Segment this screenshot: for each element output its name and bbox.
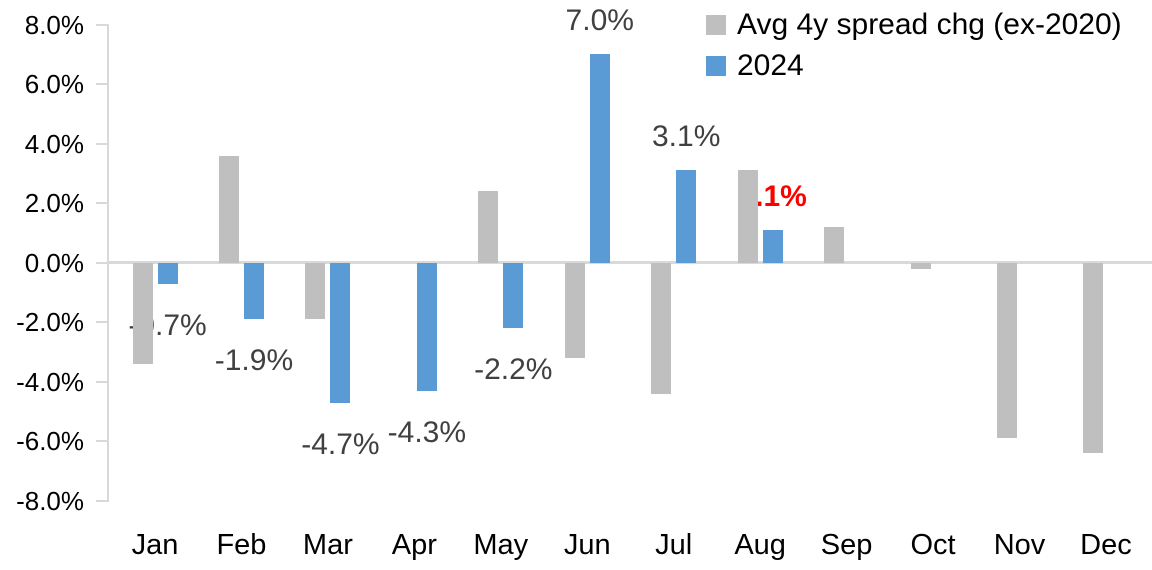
y-tick-label-8.0%: 8.0% [24,9,84,40]
y-tick-mark [96,380,109,383]
x-axis-label-jul: Jul [655,529,693,561]
bar-avg-aug [737,170,758,263]
bar-avg-oct [910,262,931,269]
y-tick-mark [96,83,109,86]
legend-swatch-avg-spread-icon [706,15,726,35]
data-label-jul: 3.1% [651,120,721,154]
y-tick-label-2.0%: 2.0% [24,188,84,219]
bar-avg-may [478,191,499,263]
bar-2024-mar [330,262,351,403]
y-tick-label--8.0%: -8.0% [16,485,84,516]
y-tick-mark [96,499,109,502]
x-axis-label-may: May [473,529,529,561]
legend-swatch-2024-icon [706,56,726,76]
x-axis-label-sep: Sep [820,529,873,561]
y-tick-mark [96,440,109,443]
y-tick-mark [96,261,109,264]
x-axis-label-dec: Dec [1080,529,1132,561]
y-tick-label--6.0%: -6.0% [16,426,84,457]
y-tick-label--4.0%: -4.0% [16,366,84,397]
x-axis-label-feb: Feb [216,529,267,561]
x-axis-label-nov: Nov [993,529,1046,561]
x-axis-label-mar: Mar [302,529,353,561]
y-tick-mark [96,321,109,324]
y-tick-mark [96,142,109,145]
data-label-jan: -0.7% [128,308,207,342]
y-tick-label--2.0%: -2.0% [16,307,84,338]
bar-2024-feb [243,262,264,320]
bar-avg-nov [997,262,1017,439]
chart-legend: Avg 4y spread chg (ex-2020) 2024 [706,9,1122,82]
bar-avg-dec [1083,262,1104,454]
data-label-may: -2.2% [474,353,553,387]
zero-baseline [108,261,1152,265]
legend-label-avg-spread: Avg 4y spread chg (ex-2020) [737,8,1122,41]
legend-label-2024: 2024 [737,49,804,82]
bar-avg-jul [651,262,672,394]
bar-2024-aug [762,229,783,263]
bar-avg-mar [305,262,326,320]
data-label-mar: -4.7% [301,427,380,461]
bar-avg-sep [824,226,845,263]
bar-avg-jan [132,262,153,364]
x-axis-label-jan: Jan [131,529,179,561]
data-label-apr: -4.3% [387,415,467,449]
bar-2024-jun [589,54,610,263]
x-axis-label-apr: Apr [391,529,437,561]
data-label-feb: -1.9% [214,344,294,378]
x-axis-label-aug: Aug [734,529,786,561]
x-axis-label-jun: Jun [563,529,611,561]
data-label-jun: 7.0% [565,4,634,38]
y-tick-label-6.0%: 6.0% [24,69,84,100]
y-tick-label-4.0%: 4.0% [24,128,84,159]
bar-2024-jan [157,262,178,284]
y-tick-label-0.0%: 0.0% [24,247,84,278]
bar-avg-jun [564,262,585,358]
bar-avg-feb [218,155,239,263]
bar-2024-apr [416,262,437,391]
y-tick-mark [96,202,109,205]
y-tick-mark [96,23,109,26]
x-axis-label-oct: Oct [910,529,956,561]
legend-item-avg-spread: Avg 4y spread chg (ex-2020) [706,9,1122,41]
bar-2024-may [503,262,524,329]
data-label-aug: 1.1% [738,179,807,213]
legend-item-2024: 2024 [706,50,1122,82]
bar-2024-jul [676,170,697,263]
